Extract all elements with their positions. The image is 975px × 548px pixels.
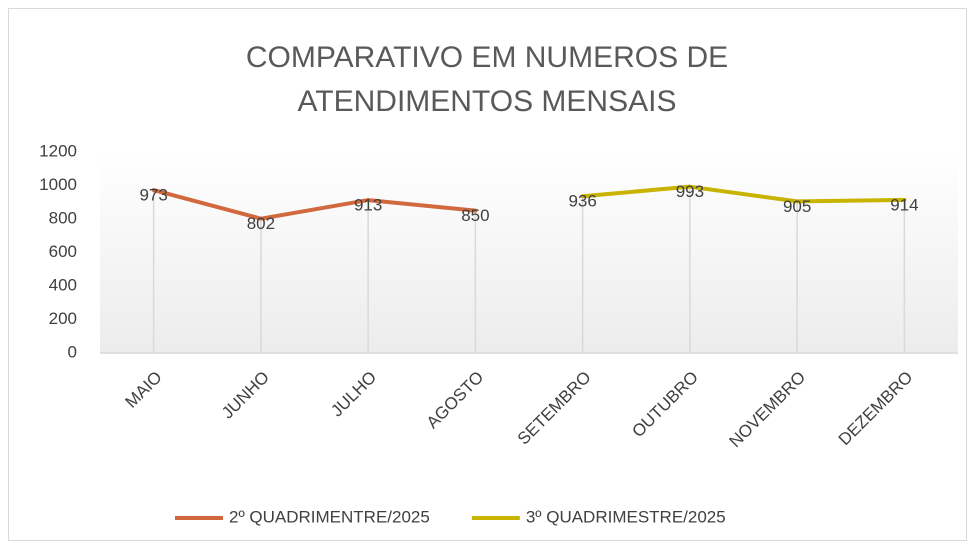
y-tick-label: 800 <box>49 208 77 227</box>
data-label: 905 <box>783 197 811 216</box>
plot-area <box>100 152 958 353</box>
data-label: 850 <box>461 206 489 225</box>
y-tick-label: 200 <box>49 309 77 328</box>
y-tick-label: 600 <box>49 242 77 261</box>
data-label: 914 <box>890 195 918 214</box>
series-line <box>580 184 907 204</box>
series-line <box>151 188 478 221</box>
data-label: 936 <box>568 192 596 211</box>
y-tick-label: 0 <box>68 342 77 361</box>
y-tick-label: 400 <box>49 275 77 294</box>
y-tick-label: 1000 <box>39 175 77 194</box>
data-label: 913 <box>354 196 382 215</box>
legend-label: 3º QUADRIMESTRE/2025 <box>526 507 726 526</box>
data-label: 973 <box>139 186 167 205</box>
data-label: 993 <box>676 182 704 201</box>
data-label: 802 <box>247 214 275 233</box>
y-tick-label: 1200 <box>39 141 77 160</box>
legend-label: 2º QUADRIMENTRE/2025 <box>229 507 430 526</box>
chart-title: COMPARATIVO EM NUMEROS DE ATENDIMENTOS M… <box>245 41 729 118</box>
